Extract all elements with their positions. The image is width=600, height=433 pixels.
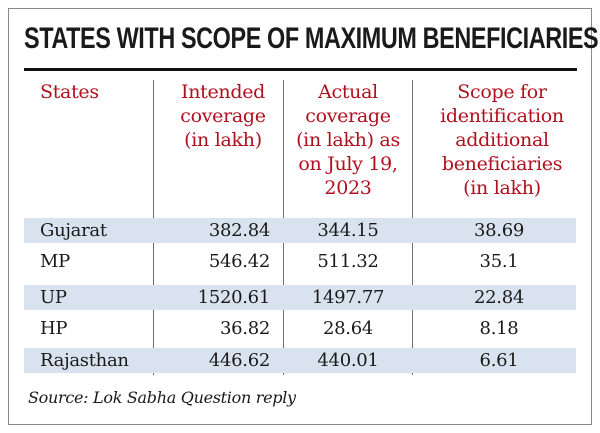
state-cell: HP xyxy=(40,318,68,339)
actual-cell: 1497.77 xyxy=(311,287,385,308)
intended-cell: 1520.61 xyxy=(197,287,271,308)
table-row: Gujarat 382.84 344.15 38.69 xyxy=(24,218,576,243)
intended-cell: 36.82 xyxy=(219,318,270,339)
header-line: States xyxy=(40,81,99,103)
intended-cell: 382.84 xyxy=(208,220,270,241)
graphic-frame xyxy=(8,8,592,425)
title-rule xyxy=(24,68,577,71)
column-header-actual: Actual coverage (in lakh) as on July 19,… xyxy=(284,80,412,217)
header-line: coverage xyxy=(180,105,266,127)
header-line: on July 19, xyxy=(298,153,398,175)
intended-cell: 546.42 xyxy=(208,251,270,272)
scope-cell: 6.61 xyxy=(479,350,519,371)
column-header-states: States xyxy=(40,80,150,217)
header-line: additional xyxy=(455,129,549,151)
scope-cell: 38.69 xyxy=(473,220,525,241)
chart-title: STATES WITH SCOPE OF MAXIMUM BENEFICIARI… xyxy=(24,22,599,55)
state-cell: Rajasthan xyxy=(40,350,129,371)
header-line: Actual xyxy=(318,81,378,103)
actual-cell: 28.64 xyxy=(322,318,374,339)
scope-cell: 35.1 xyxy=(479,251,519,272)
header-line: coverage xyxy=(305,105,391,127)
column-header-intended: Intended coverage (in lakh) xyxy=(166,80,280,217)
scope-cell: 22.84 xyxy=(473,287,525,308)
actual-cell: 440.01 xyxy=(317,350,379,371)
state-cell: Gujarat xyxy=(40,220,107,241)
header-line: beneficiaries xyxy=(441,153,563,175)
table-row: Rajasthan 446.62 440.01 6.61 xyxy=(24,348,576,373)
header-line: 2023 xyxy=(324,177,372,199)
header-line: identification xyxy=(440,105,564,127)
scope-cell: 8.18 xyxy=(479,318,519,339)
table-row: HP 36.82 28.64 8.18 xyxy=(24,316,576,341)
table-row: UP 1520.61 1497.77 22.84 xyxy=(24,285,576,310)
actual-cell: 511.32 xyxy=(317,251,379,272)
header-line: (in lakh) xyxy=(463,177,541,199)
table-row: MP 546.42 511.32 35.1 xyxy=(24,249,576,274)
actual-cell: 344.15 xyxy=(317,220,379,241)
column-header-scope: Scope for identification additional bene… xyxy=(418,80,586,217)
intended-cell: 446.62 xyxy=(208,350,270,371)
source-note: Source: Lok Sabha Question reply xyxy=(28,388,296,407)
state-cell: UP xyxy=(40,287,67,308)
header-line: Intended xyxy=(180,81,266,103)
header-line: Scope for xyxy=(457,81,547,103)
header-line: (in lakh) as xyxy=(296,129,400,151)
header-line: (in lakh) xyxy=(184,129,262,151)
state-cell: MP xyxy=(40,251,70,272)
